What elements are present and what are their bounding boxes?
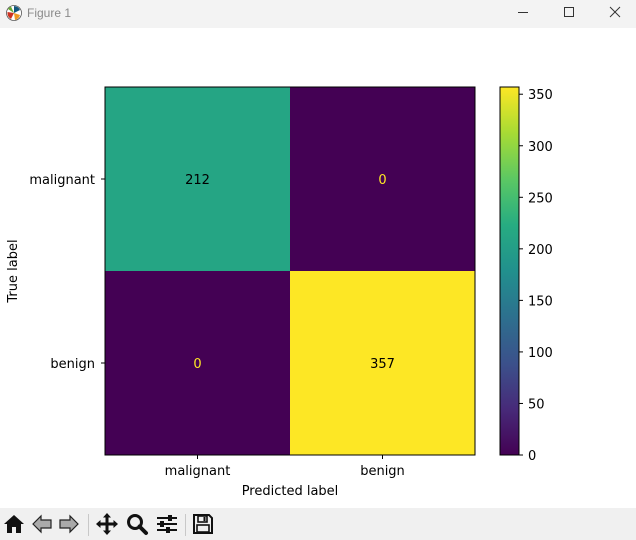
- close-icon: [609, 6, 621, 18]
- colorbar-tick-label: 50: [528, 397, 545, 412]
- heatmap-cell: [290, 271, 476, 456]
- forward-arrow-icon: [59, 514, 79, 534]
- configure-subplots-icon: [157, 515, 177, 533]
- axes-frame: [104, 86, 476, 456]
- zoom-button[interactable]: [125, 512, 149, 536]
- home-button[interactable]: [2, 512, 26, 536]
- cell-value-label: 212: [185, 173, 210, 188]
- cell-value-label: 357: [370, 357, 395, 372]
- zoom-magnifier-icon: [127, 514, 148, 535]
- forward-button[interactable]: [57, 512, 81, 536]
- colorbar-tick-label: 250: [528, 191, 553, 206]
- colorbar: [499, 86, 520, 456]
- heatmap-cell: [105, 87, 291, 272]
- window-title: Figure 1: [27, 6, 72, 20]
- pan-move-icon: [96, 513, 118, 535]
- back-arrow-icon: [32, 514, 52, 534]
- heatmap-cell: [290, 87, 476, 272]
- colorbar-tick-label: 350: [528, 88, 553, 103]
- confusion-matrix-chart: 212 0 0 357 malignant benign malignant benign Pr…: [6, 86, 553, 499]
- cell-value-label: 0: [378, 173, 386, 188]
- close-button[interactable]: [592, 0, 636, 28]
- matplotlib-icon: [6, 5, 22, 21]
- window-titlebar: Figure 1: [0, 0, 636, 28]
- colorbar-tick-label: 150: [528, 294, 553, 309]
- minimize-icon: [518, 12, 528, 13]
- x-tick-label: malignant: [165, 464, 231, 479]
- save-button[interactable]: [191, 512, 215, 536]
- heatmap-cell: [105, 271, 291, 456]
- x-tick-label: benign: [360, 464, 405, 479]
- colorbar-tick-label: 200: [528, 243, 553, 258]
- colorbar-tick-label: 0: [528, 449, 536, 464]
- save-floppy-icon: [193, 514, 213, 534]
- toolbar-separator: [88, 514, 89, 536]
- cell-value-label: 0: [193, 357, 201, 372]
- colorbar-tick-label: 100: [528, 346, 553, 361]
- pan-button[interactable]: [95, 512, 119, 536]
- home-icon: [4, 515, 24, 533]
- colorbar-tick-label: 300: [528, 140, 553, 155]
- toolbar-separator: [185, 514, 186, 536]
- maximize-icon: [564, 7, 574, 17]
- y-tick-label: malignant: [29, 173, 95, 188]
- navigation-toolbar: [0, 508, 636, 540]
- configure-subplots-button[interactable]: [155, 512, 179, 536]
- back-button[interactable]: [30, 512, 54, 536]
- y-axis-label: True label: [6, 239, 21, 303]
- x-axis-label: Predicted label: [242, 484, 339, 499]
- minimize-button[interactable]: [500, 0, 546, 28]
- y-tick-label: benign: [50, 357, 95, 372]
- maximize-button[interactable]: [546, 0, 592, 28]
